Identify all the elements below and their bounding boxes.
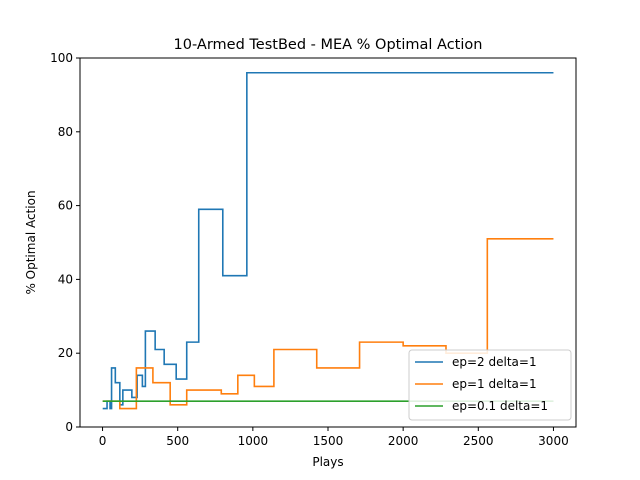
x-axis: 0 500 1000 1500 2000 2500 3000 [99,427,569,448]
y-tick-label: 20 [58,346,73,360]
y-axis-title: % Optimal Action [24,190,38,294]
y-tick-label: 80 [58,125,73,139]
x-tick-label: 2000 [388,434,419,448]
legend-label: ep=0.1 delta=1 [452,399,548,413]
x-axis-title: Plays [312,455,343,469]
x-tick-label: 1000 [238,434,269,448]
series-line-2 [102,238,554,410]
chart-title: 10-Armed TestBed - MEA % Optimal Action [174,37,483,53]
legend-label: ep=2 delta=1 [452,355,537,369]
y-tick-label: 60 [58,199,73,213]
x-tick-label: 1500 [313,434,344,448]
y-tick-label: 40 [58,272,73,286]
y-tick-label: 100 [50,51,73,65]
x-tick-label: 500 [166,434,189,448]
legend-label: ep=1 delta=1 [452,377,537,391]
legend: ep=2 delta=1 ep=1 delta=1 ep=0.1 delta=1 [408,349,572,421]
legend-entries: ep=2 delta=1 ep=1 delta=1 ep=0.1 delta=1 [415,355,548,413]
y-axis: 0 20 40 60 80 100 [50,51,80,434]
series-line-1 [102,71,554,410]
legend-box [408,349,572,421]
y-tick-label: 0 [65,420,73,434]
x-tick-label: 3000 [538,434,569,448]
x-tick-label: 2500 [463,434,494,448]
x-tick-label: 0 [99,434,107,448]
